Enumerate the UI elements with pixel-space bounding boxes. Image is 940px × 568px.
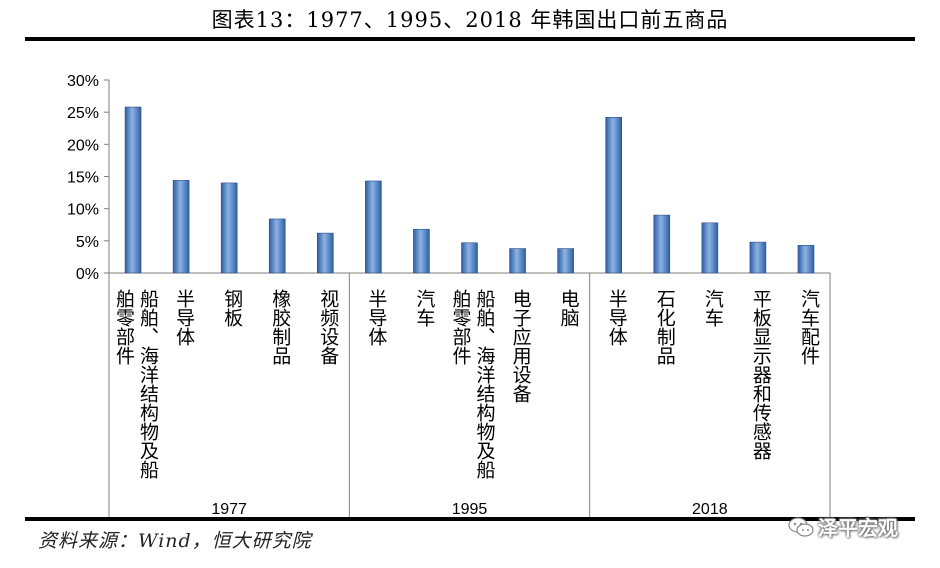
category-label: 汽车 [413,289,435,327]
category-label: 视频设备 [317,289,339,365]
category-label: 舶零部件 [450,289,472,365]
bar [557,248,574,274]
bar [413,228,430,274]
y-tick-label: 5% [76,234,99,251]
watermark-text: 泽平宏观 [818,516,898,540]
bar [365,180,382,274]
category-label: 电子应用设备 [510,289,532,403]
chart-title: 图表13：1977、1995、2018 年韩国出口前五商品 [211,8,729,32]
bar [509,248,526,274]
category-label: 半导体 [173,289,195,346]
wechat-icon [788,516,814,537]
y-tick-label: 0% [76,266,99,283]
group-label: 2018 [692,501,728,518]
category-label: 石化制品 [654,289,676,365]
source-note: 资料来源：Wind，恒大研究院 [38,530,312,552]
category-label: 电脑 [558,289,580,327]
category-label: 半导体 [365,289,387,346]
bar [268,218,286,274]
category-label: 钢板 [221,289,243,327]
category-label: 半导体 [606,289,628,346]
y-tick-label: 30% [67,73,99,90]
bar [797,245,815,274]
bar [605,117,623,274]
category-label: 平板显示器和传感器 [750,289,772,460]
y-tick-label: 15% [67,170,99,187]
y-tick-label: 10% [67,202,99,219]
category-label: 橡胶制品 [269,289,291,365]
category-label: 舶零部件 [113,289,135,365]
watermark: 泽平宏观 [788,512,898,541]
bar [461,242,478,274]
bar [172,180,190,274]
bar [220,182,238,274]
category-label: 汽车 [702,289,724,327]
top-rule [25,37,915,41]
category-label: 船舶、海洋结构物及船 [474,289,496,479]
bar [749,241,767,274]
bar [124,106,142,274]
category-label: 汽车配件 [798,289,820,365]
y-tick-label: 25% [67,105,99,122]
y-tick-label: 20% [67,137,99,154]
category-label: 船舶、海洋结构物及船 [137,289,159,479]
group-label: 1977 [211,501,247,518]
bar [316,232,334,274]
bar [653,214,671,274]
bar [701,222,719,274]
group-label: 1995 [452,501,488,518]
bottom-rule [25,517,915,521]
